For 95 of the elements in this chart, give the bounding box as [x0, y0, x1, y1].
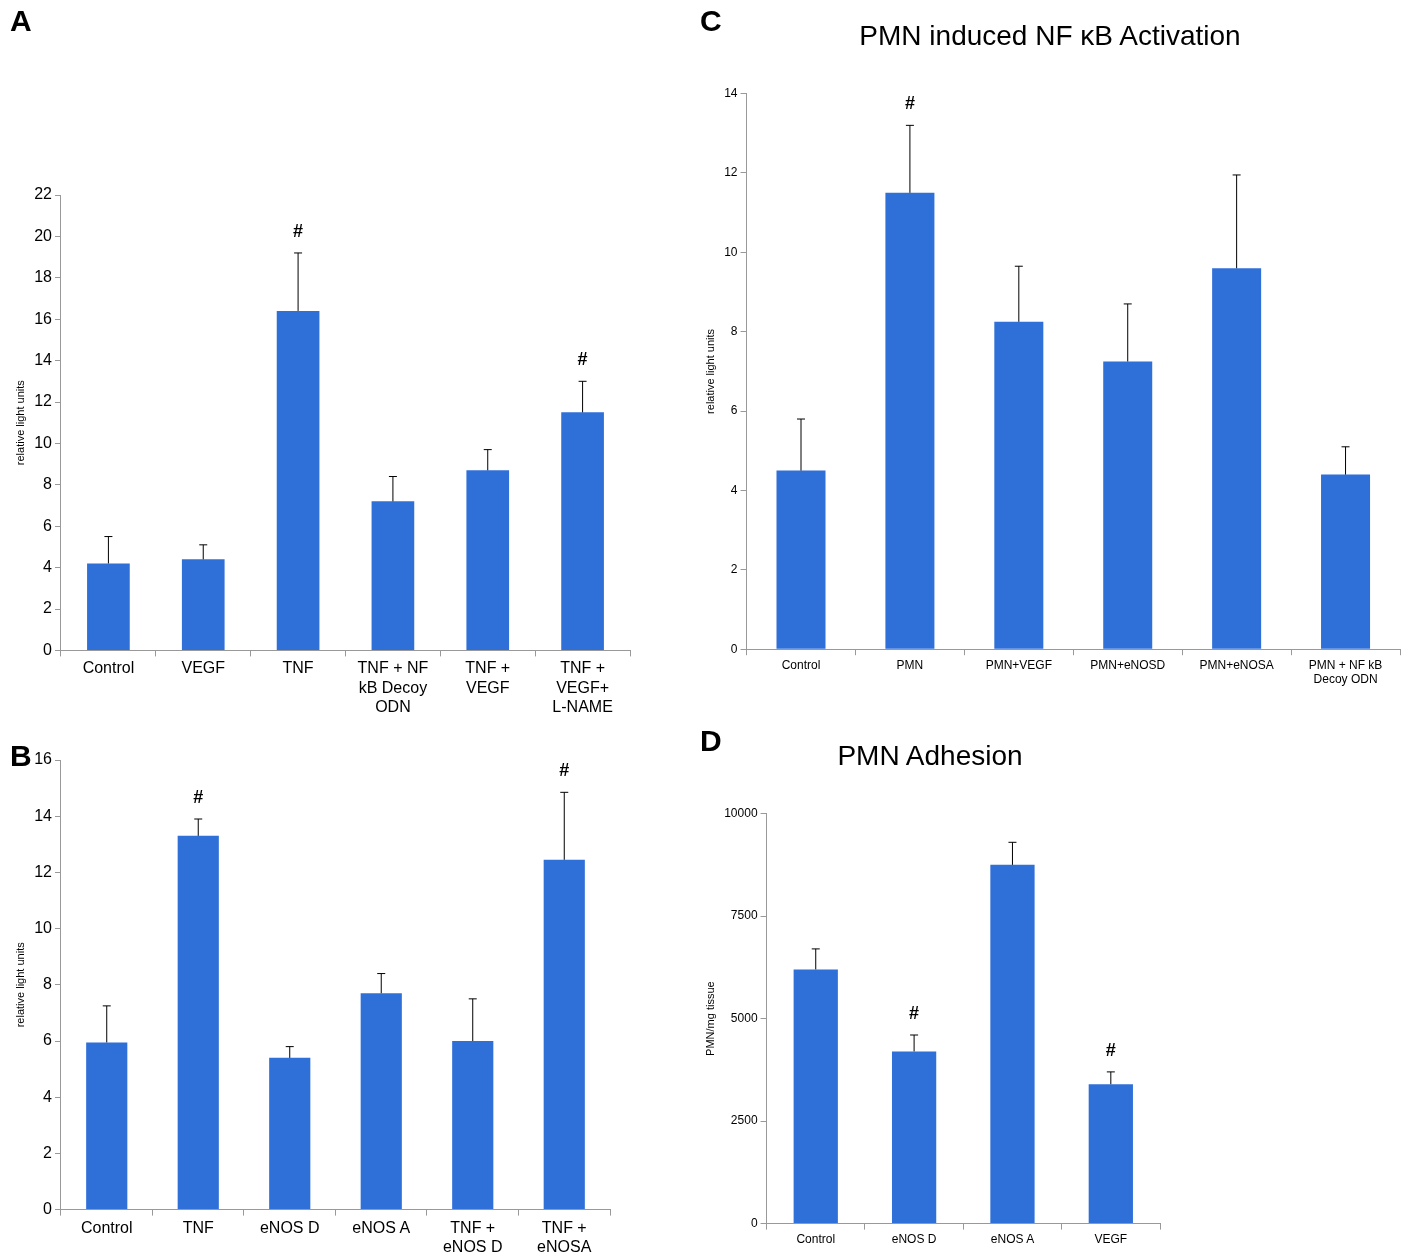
bar: [1321, 474, 1371, 649]
x-tick-label: eNOS A: [990, 1232, 1035, 1247]
x-tick-label: Control: [796, 1232, 836, 1247]
x-tick-label: Control: [80, 1218, 133, 1236]
y-tick-label: 6: [43, 1031, 53, 1049]
bar: [276, 310, 320, 650]
x-tick-label: TNF + eNOS D: [442, 1218, 503, 1255]
chart-title: PMN Adhesion: [837, 739, 1023, 771]
y-tick-label: 0: [730, 641, 738, 656]
x-tick-label: TNF + eNOSA: [537, 1218, 592, 1255]
bar: [1103, 361, 1153, 649]
y-tick-label: 4: [43, 558, 53, 576]
annotation: #: [1105, 1039, 1116, 1060]
x-tick-label: eNOS D: [259, 1218, 320, 1236]
y-axis-title: relative light units: [13, 379, 26, 466]
x-tick-label: TNF: [282, 659, 314, 677]
y-tick-label: 12: [34, 862, 53, 880]
y-tick-label: 4: [43, 1087, 53, 1105]
bar: [543, 859, 585, 1210]
y-tick-label: 16: [34, 750, 53, 768]
y-tick-label: 8: [43, 475, 53, 493]
chart-title: PMN induced NF κB Activation: [859, 19, 1241, 51]
text: C: [700, 4, 722, 38]
y-tick-label: 2: [730, 562, 738, 577]
annotation: #: [293, 220, 304, 241]
x-tick-label: eNOS D: [891, 1232, 937, 1247]
annotation: #: [904, 93, 915, 114]
y-axis-title: PMN/mg tissue: [703, 981, 716, 1056]
y-tick-label: 10: [724, 244, 738, 259]
y-tick-label: 14: [34, 806, 53, 824]
bar: [891, 1051, 937, 1224]
y-tick-label: 0: [43, 640, 53, 658]
y-tick-label: 6: [730, 403, 738, 418]
bar: [776, 470, 826, 649]
annotation: #: [577, 349, 588, 370]
bar: [177, 835, 219, 1210]
bar: [561, 412, 604, 650]
y-tick-label: 2500: [730, 1113, 758, 1128]
x-tick-label: PMN+eNOSA: [1199, 657, 1274, 672]
bar: [86, 1042, 128, 1210]
bar: [466, 470, 510, 650]
x-tick-label: VEGF: [1094, 1232, 1128, 1247]
y-tick-label: 2: [43, 1143, 53, 1161]
bar: [994, 321, 1044, 649]
bar: [885, 192, 935, 649]
bar: [181, 559, 225, 650]
annotation: #: [909, 1002, 920, 1023]
y-tick-label: 14: [34, 351, 53, 369]
bar: [360, 993, 402, 1210]
y-tick-label: 4: [730, 482, 738, 497]
x-tick-label: PMN + NF kB Decoy ODN: [1308, 657, 1383, 687]
x-tick-label: TNF + VEGF+ L-NAME: [552, 659, 613, 715]
y-tick-label: 14: [724, 85, 738, 100]
y-tick-label: 10: [34, 919, 53, 937]
x-tick-label: TNF + VEGF: [465, 659, 511, 696]
x-tick-label: PMN: [896, 657, 924, 672]
bar: [793, 969, 838, 1224]
y-axis-title: relative light units: [703, 328, 716, 414]
y-tick-label: 12: [724, 165, 738, 180]
y-tick-label: 10000: [724, 805, 758, 820]
x-tick-label: Control: [82, 659, 135, 677]
y-tick-label: 16: [34, 309, 53, 327]
y-axis-title: relative light units: [13, 941, 26, 1028]
annotation: #: [559, 760, 570, 781]
y-tick-label: 7500: [730, 908, 758, 923]
x-tick-label: TNF + NF kB Decoy ODN: [357, 659, 429, 715]
y-tick-label: 6: [43, 516, 53, 534]
bar: [371, 501, 415, 650]
y-tick-label: 18: [34, 268, 53, 286]
y-tick-label: 22: [34, 185, 53, 203]
bar: [1088, 1084, 1133, 1224]
x-tick-label: PMN+VEGF: [985, 657, 1052, 672]
y-tick-label: 8: [730, 324, 738, 339]
x-tick-label: PMN+eNOSD: [1090, 657, 1166, 672]
text: A: [10, 4, 32, 38]
y-tick-label: 5000: [730, 1010, 758, 1025]
x-tick-label: eNOS A: [352, 1218, 411, 1236]
x-tick-label: VEGF: [181, 659, 226, 677]
y-tick-label: 20: [34, 226, 53, 244]
y-tick-label: 8: [43, 975, 53, 993]
y-tick-label: 10: [34, 433, 53, 451]
y-tick-label: 0: [43, 1200, 53, 1218]
bar: [452, 1041, 494, 1210]
x-tick-label: TNF: [182, 1218, 215, 1236]
y-tick-label: 12: [34, 392, 53, 410]
annotation: #: [193, 786, 204, 807]
y-tick-label: 0: [750, 1215, 758, 1230]
y-tick-label: 2: [43, 599, 53, 617]
x-tick-label: Control: [781, 657, 821, 672]
bar: [87, 563, 130, 650]
text: B: [10, 739, 32, 773]
text: D: [700, 724, 722, 758]
bar: [1212, 268, 1262, 649]
bar: [990, 864, 1035, 1224]
bar: [269, 1057, 311, 1210]
